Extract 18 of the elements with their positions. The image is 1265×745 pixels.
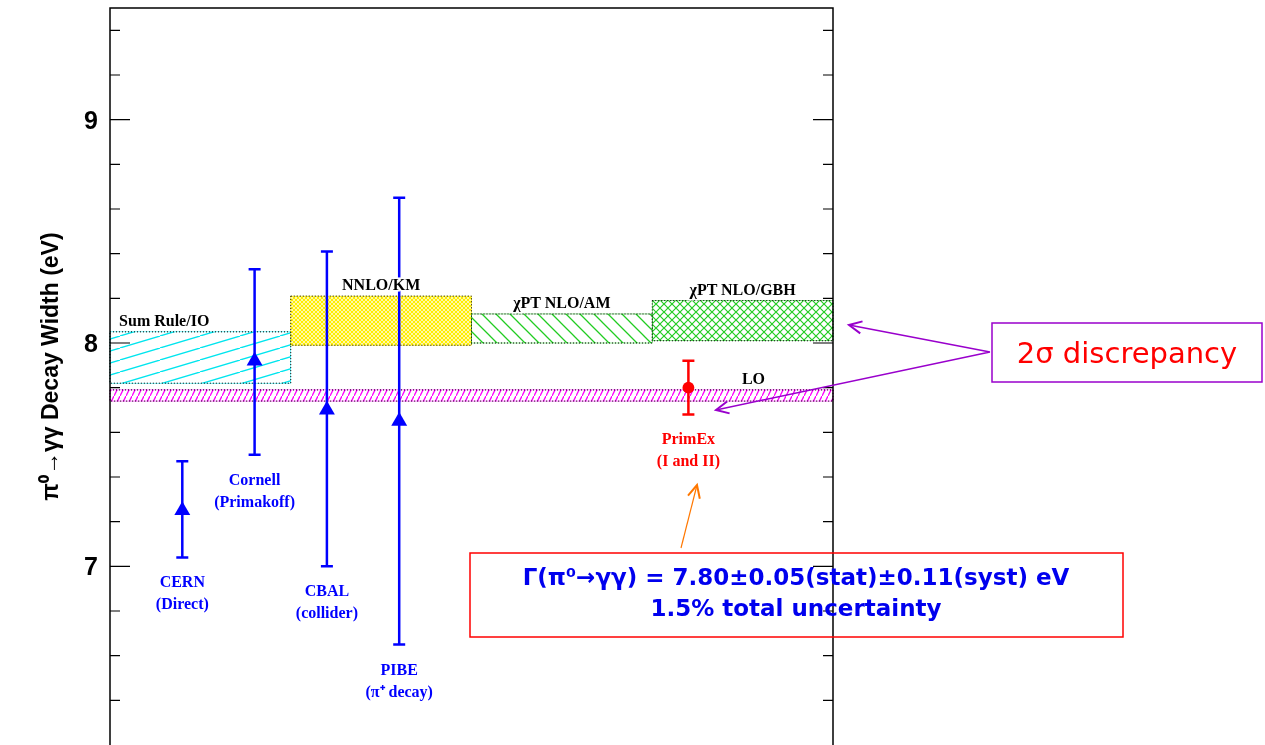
annotation: CBAL (collider) [295, 582, 358, 623]
band-label: χPT NLO/GBH [688, 280, 797, 299]
y-tick-label: 9 [84, 105, 98, 134]
y-tick-label: 7 [84, 552, 98, 581]
y-tick-label: 8 [84, 329, 99, 357]
point [174, 501, 191, 516]
band-label: χPT NLO/AM [512, 293, 611, 312]
annotation: PIBE (π⁺ decay) [365, 660, 433, 701]
point [318, 400, 335, 415]
annotation: PrimEx (I and II) [656, 430, 720, 471]
annotation: CERN (Direct) [155, 573, 209, 614]
point [391, 411, 408, 426]
band-label: LO [741, 369, 766, 387]
point [246, 351, 263, 366]
y-axis-title: π⁰→γγ Decay Width (eV) [37, 232, 63, 501]
text: 2σ discrepancy [1016, 336, 1238, 371]
band-label: Sum Rule/IO [119, 311, 210, 329]
annotation: Cornell (Primakoff) [214, 470, 296, 511]
